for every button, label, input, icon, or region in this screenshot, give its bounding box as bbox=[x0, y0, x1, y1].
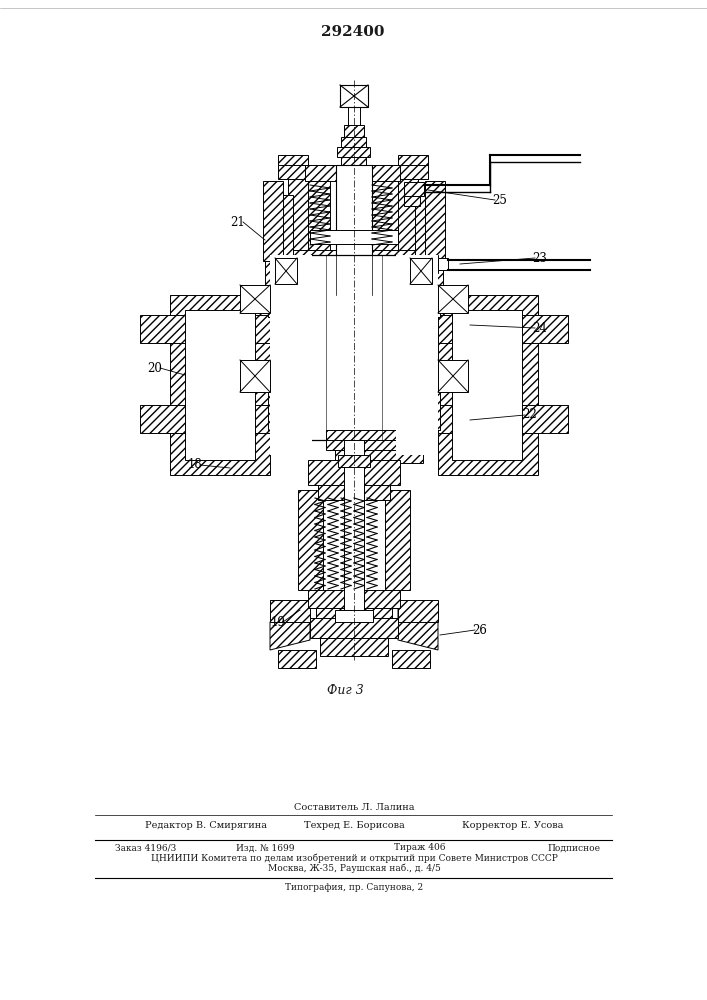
Bar bbox=[336, 165, 372, 295]
Bar bbox=[438, 295, 538, 475]
Bar bbox=[416, 255, 438, 273]
Bar bbox=[398, 155, 428, 167]
Bar bbox=[396, 255, 438, 455]
Text: 19: 19 bbox=[271, 615, 286, 629]
Bar bbox=[415, 195, 430, 255]
Bar bbox=[275, 258, 297, 284]
Bar bbox=[335, 610, 373, 622]
Bar bbox=[340, 85, 368, 107]
Bar bbox=[263, 181, 283, 261]
Text: Редактор В. Смирягина: Редактор В. Смирягина bbox=[145, 820, 267, 830]
Text: 25: 25 bbox=[493, 194, 508, 207]
Text: 26: 26 bbox=[472, 624, 487, 637]
Bar bbox=[418, 390, 440, 430]
Bar bbox=[320, 638, 388, 656]
Bar bbox=[452, 310, 522, 460]
Bar bbox=[326, 430, 432, 448]
Text: Техред Е. Борисова: Техред Е. Борисова bbox=[303, 820, 404, 830]
Bar bbox=[398, 600, 438, 622]
Bar bbox=[335, 448, 423, 463]
Bar bbox=[308, 460, 400, 485]
Bar bbox=[438, 315, 568, 343]
Text: Подписное: Подписное bbox=[547, 844, 600, 852]
Text: Составитель Л. Лалина: Составитель Л. Лалина bbox=[293, 802, 414, 812]
Bar bbox=[341, 157, 366, 165]
Bar bbox=[268, 285, 290, 317]
Bar bbox=[278, 650, 316, 668]
Bar bbox=[425, 181, 445, 261]
Bar bbox=[278, 195, 293, 255]
Bar bbox=[268, 390, 290, 430]
Bar bbox=[392, 650, 430, 668]
Text: 20: 20 bbox=[148, 361, 163, 374]
Bar bbox=[310, 618, 398, 638]
Bar bbox=[270, 255, 312, 455]
Bar bbox=[418, 255, 443, 285]
Bar bbox=[438, 360, 468, 392]
Bar bbox=[438, 405, 568, 433]
Text: 24: 24 bbox=[532, 322, 547, 334]
Text: Корректор Е. Усова: Корректор Е. Усова bbox=[462, 820, 563, 830]
Bar bbox=[348, 107, 360, 125]
Text: Тираж 406: Тираж 406 bbox=[395, 844, 445, 852]
Bar bbox=[298, 490, 323, 590]
Text: 292400: 292400 bbox=[321, 25, 385, 39]
Bar bbox=[278, 155, 308, 167]
Bar bbox=[316, 608, 392, 622]
Bar bbox=[310, 230, 398, 244]
Bar bbox=[418, 285, 440, 317]
Bar bbox=[305, 181, 330, 256]
Text: Типография, пр. Сапунова, 2: Типография, пр. Сапунова, 2 bbox=[285, 884, 423, 892]
Bar bbox=[265, 255, 290, 285]
Bar bbox=[337, 147, 370, 157]
Bar bbox=[318, 485, 390, 500]
Bar bbox=[305, 165, 400, 181]
Bar bbox=[288, 165, 308, 256]
Bar bbox=[370, 181, 400, 256]
Bar bbox=[140, 405, 270, 433]
Bar bbox=[338, 455, 370, 467]
Text: Москва, Ж-35, Раушская наб., д. 4/5: Москва, Ж-35, Раушская наб., д. 4/5 bbox=[267, 863, 440, 873]
Bar bbox=[326, 440, 432, 450]
Bar bbox=[344, 125, 364, 137]
Text: ЦНИИПИ Комитета по делам изобретений и открытий при Совете Министров СССР: ЦНИИПИ Комитета по делам изобретений и о… bbox=[151, 853, 557, 863]
Bar bbox=[170, 295, 270, 475]
Bar bbox=[278, 165, 428, 179]
Bar bbox=[404, 182, 424, 196]
Bar bbox=[341, 137, 366, 147]
Bar bbox=[410, 258, 432, 284]
Bar bbox=[240, 360, 270, 392]
Text: Заказ 4196/3: Заказ 4196/3 bbox=[115, 844, 176, 852]
Text: 22: 22 bbox=[522, 408, 537, 422]
Bar bbox=[344, 440, 364, 615]
Bar bbox=[290, 260, 418, 270]
Text: 23: 23 bbox=[532, 251, 547, 264]
Text: 21: 21 bbox=[230, 216, 245, 229]
Text: Фиг 3: Фиг 3 bbox=[327, 684, 363, 696]
Bar bbox=[398, 165, 418, 256]
Bar bbox=[280, 255, 310, 285]
Bar bbox=[240, 285, 270, 313]
Bar bbox=[385, 490, 410, 590]
Bar bbox=[140, 315, 270, 343]
Polygon shape bbox=[398, 600, 438, 650]
Bar bbox=[308, 590, 400, 608]
Bar bbox=[438, 285, 468, 313]
Bar bbox=[310, 255, 398, 440]
Bar bbox=[398, 255, 428, 285]
Bar bbox=[438, 258, 448, 270]
Bar bbox=[185, 310, 255, 460]
Text: Изд. № 1699: Изд. № 1699 bbox=[235, 844, 294, 852]
Bar bbox=[278, 250, 430, 260]
Polygon shape bbox=[270, 600, 310, 650]
Bar bbox=[270, 600, 310, 622]
Bar bbox=[404, 196, 420, 206]
Text: 18: 18 bbox=[187, 458, 202, 472]
